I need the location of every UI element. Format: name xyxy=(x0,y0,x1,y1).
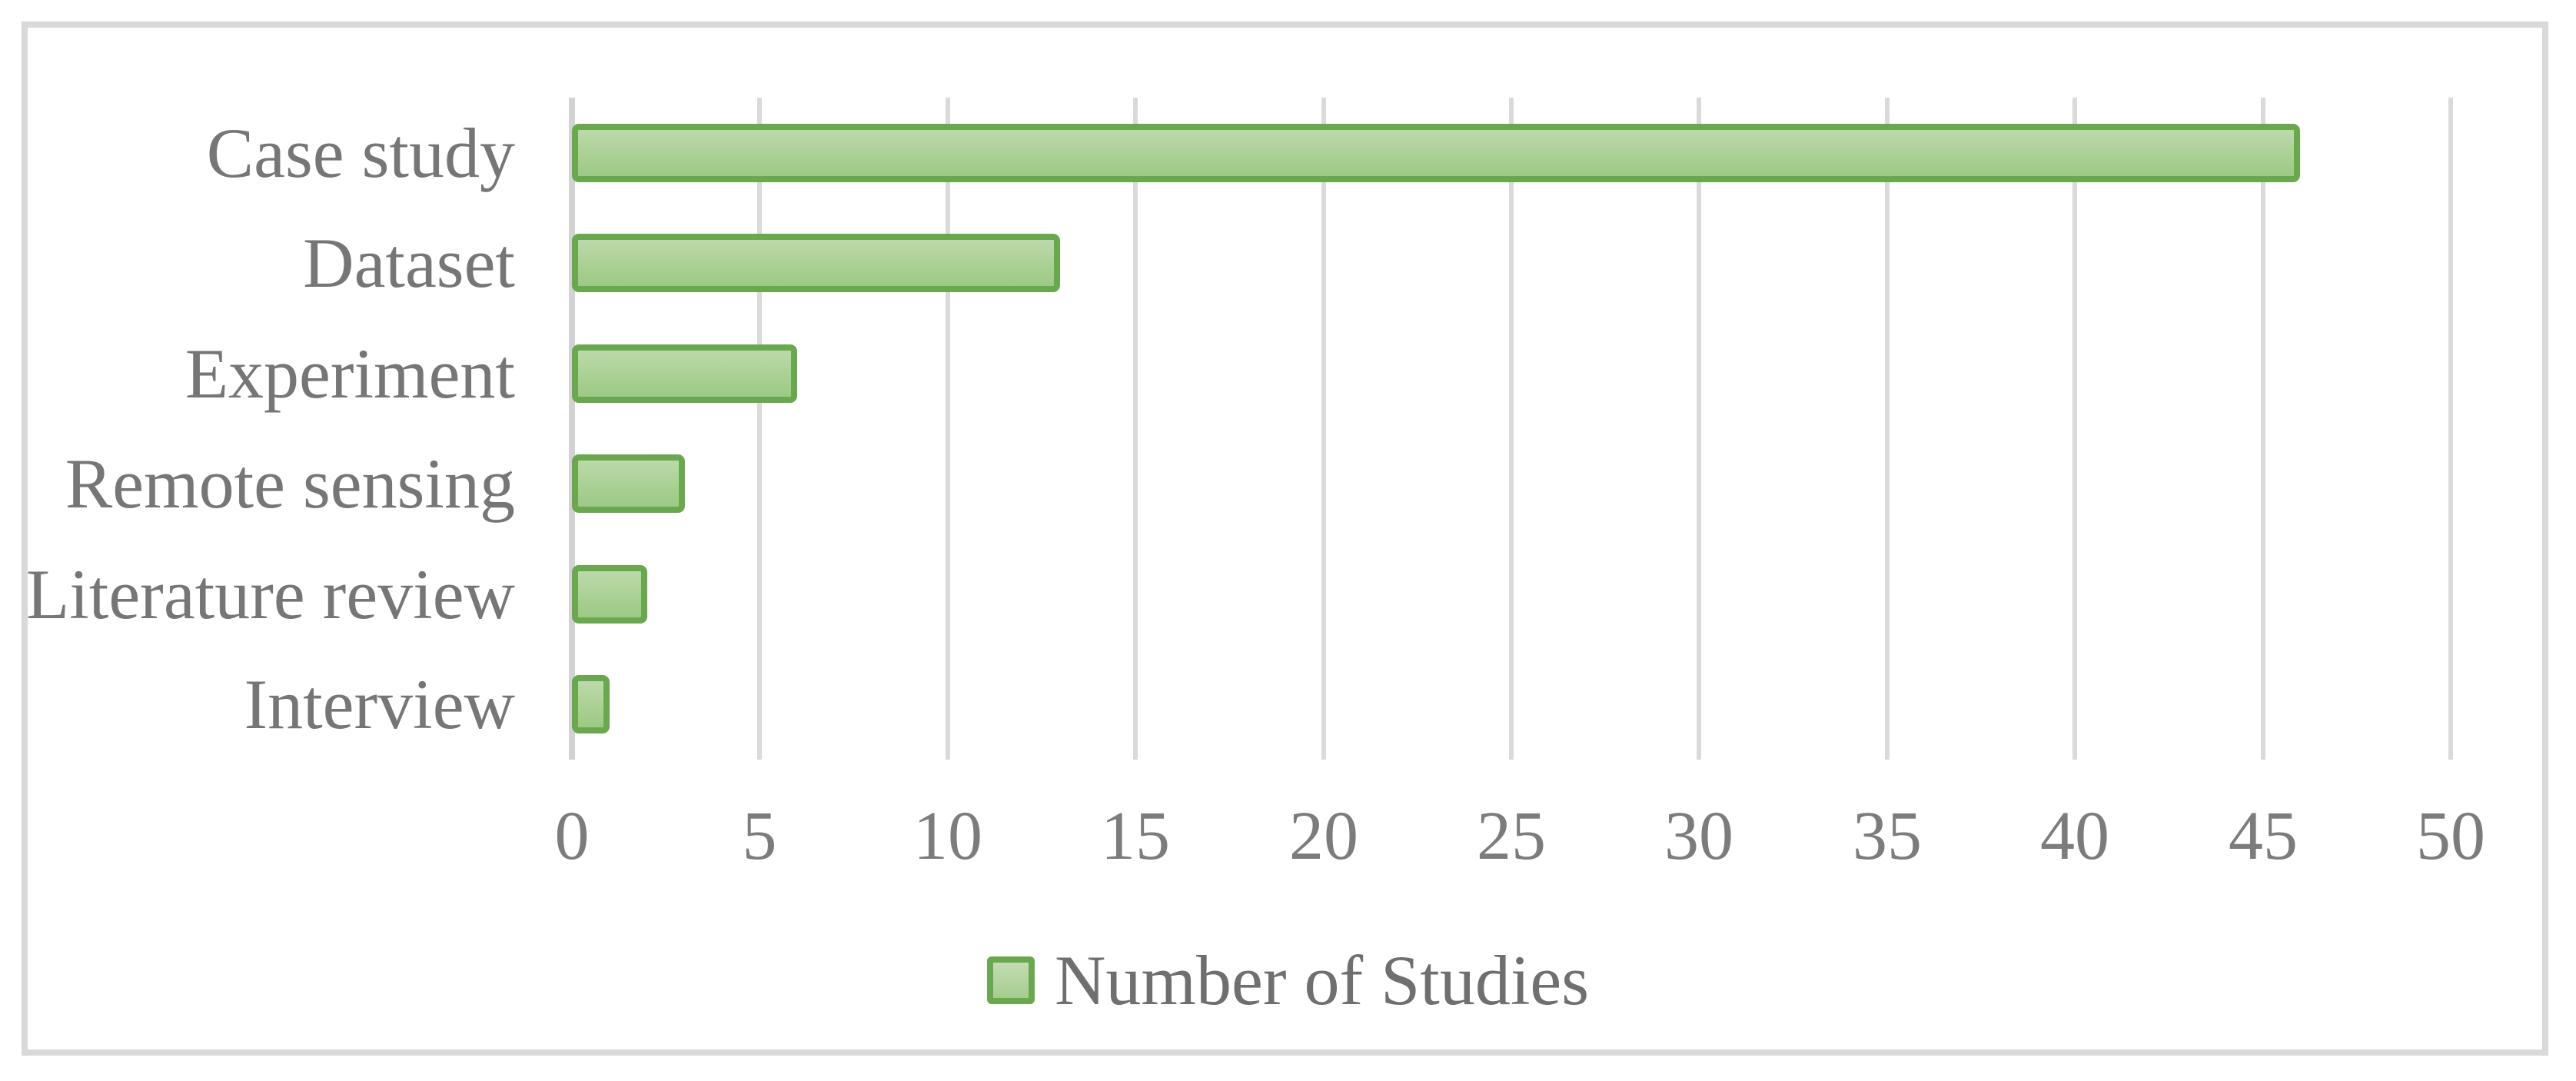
x-tick-label-30: 30 xyxy=(1664,798,1733,874)
x-tick-label-25: 25 xyxy=(1477,798,1546,874)
legend-swatch-icon xyxy=(986,956,1035,1004)
x-tick-label-15: 15 xyxy=(1101,798,1170,874)
category-label-experiment: Experiment xyxy=(184,334,515,413)
bar-experiment xyxy=(572,344,797,403)
category-label-literature-review: Literature review xyxy=(26,555,515,634)
gridline-45 xyxy=(2260,98,2265,760)
gridline-15 xyxy=(1133,98,1138,760)
gridline-30 xyxy=(1697,98,1702,760)
x-tick-label-0: 0 xyxy=(554,798,590,874)
legend: Number of Studies xyxy=(0,940,2576,1021)
bar-dataset xyxy=(572,234,1060,292)
bar-interview xyxy=(572,675,610,733)
legend-label: Number of Studies xyxy=(1054,941,1590,1019)
gridline-35 xyxy=(1884,98,1890,760)
x-tick-label-20: 20 xyxy=(1289,798,1358,874)
category-label-remote-sensing: Remote sensing xyxy=(65,444,515,523)
category-label-case-study: Case study xyxy=(206,114,515,192)
gridline-40 xyxy=(2072,98,2078,760)
gridline-5 xyxy=(757,98,763,760)
x-tick-label-45: 45 xyxy=(2229,798,2298,874)
category-label-interview: Interview xyxy=(244,665,515,743)
gridline-10 xyxy=(945,98,950,760)
gridline-25 xyxy=(1509,98,1514,760)
x-tick-label-10: 10 xyxy=(913,798,982,874)
x-tick-label-5: 5 xyxy=(742,798,777,874)
axis-zero-line xyxy=(569,98,575,760)
gridline-50 xyxy=(2448,98,2453,760)
x-tick-label-40: 40 xyxy=(2040,798,2109,874)
x-tick-label-35: 35 xyxy=(1853,798,1922,874)
bar-case-study xyxy=(572,124,2300,182)
x-tick-label-50: 50 xyxy=(2416,798,2485,874)
figure-border xyxy=(22,22,2548,1056)
bar-literature-review xyxy=(572,565,647,624)
category-label-dataset: Dataset xyxy=(303,224,515,302)
plot-area xyxy=(569,98,2453,760)
bar-remote-sensing xyxy=(572,454,685,513)
gridline-20 xyxy=(1321,98,1326,760)
